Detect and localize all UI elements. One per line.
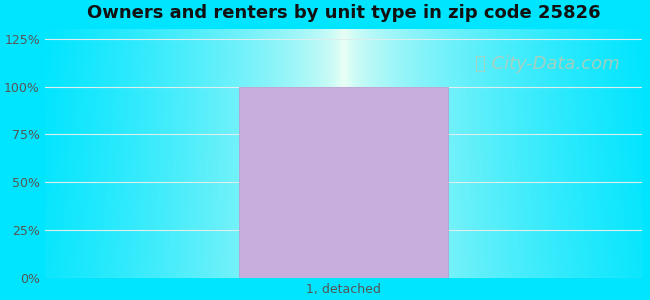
Text: ⧗ City-Data.com: ⧗ City-Data.com [475, 55, 619, 73]
Title: Owners and renters by unit type in zip code 25826: Owners and renters by unit type in zip c… [86, 4, 601, 22]
Bar [239, 87, 448, 278]
